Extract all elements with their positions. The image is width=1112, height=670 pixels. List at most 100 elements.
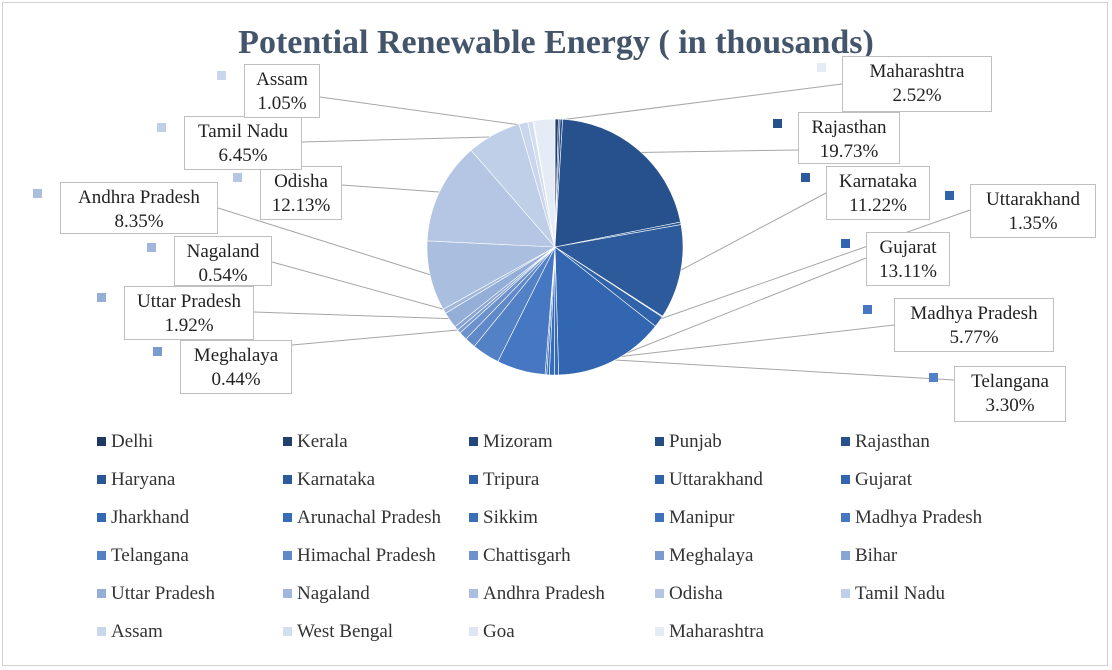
- legend-item: Assam: [97, 620, 163, 644]
- data-label-percent: 12.13%: [271, 195, 331, 216]
- legend-swatch-icon: [469, 475, 478, 484]
- data-label-assam: Assam 1.05%: [217, 64, 320, 118]
- legend-label: Uttarakhand: [669, 469, 763, 490]
- legend-item: Maharashtra: [655, 620, 764, 644]
- legend-item: Rajasthan: [841, 430, 930, 454]
- data-label-percent: 0.44%: [211, 369, 261, 390]
- legend-label: Haryana: [111, 469, 176, 490]
- data-label-gujarat: Gujarat 13.11%: [841, 232, 950, 286]
- data-label-percent: 5.77%: [949, 327, 999, 348]
- data-label-percent: 2.52%: [892, 85, 942, 106]
- legend-label: Punjab: [669, 431, 722, 452]
- legend-item: Uttar Pradesh: [97, 582, 215, 606]
- data-label-percent: 8.35%: [114, 211, 164, 232]
- legend-key-icon: [157, 123, 166, 132]
- data-label-category: Andhra Pradesh: [78, 187, 200, 208]
- legend-label: Meghalaya: [669, 545, 754, 566]
- legend-label: Maharashtra: [669, 621, 764, 642]
- legend-item: Mizoram: [469, 430, 553, 454]
- legend-item: Meghalaya: [655, 544, 753, 568]
- data-label-maharashtra: Maharashtra 2.52%: [817, 56, 992, 112]
- legend-item: Punjab: [655, 430, 722, 454]
- legend-swatch-icon: [841, 589, 850, 598]
- legend-label: Madhya Pradesh: [855, 507, 983, 528]
- legend-item: Haryana: [97, 468, 175, 492]
- legend-item: Himachal Pradesh: [283, 544, 436, 568]
- data-label-category: Karnataka: [838, 171, 918, 192]
- pie-slices: [426, 118, 684, 376]
- legend-swatch-icon: [283, 437, 292, 446]
- data-label-percent: 1.92%: [164, 315, 214, 336]
- pie-slice-karnataka: [554, 224, 684, 317]
- data-label-percent: 0.54%: [198, 265, 248, 286]
- data-label-category: Uttarakhand: [986, 189, 1080, 210]
- data-label-rajasthan: Rajasthan 19.73%: [773, 112, 900, 164]
- legend-item: Chattisgarh: [469, 544, 571, 568]
- legend-item: Bihar: [841, 544, 897, 568]
- legend-item: Nagaland: [283, 582, 370, 606]
- legend-swatch-icon: [97, 513, 106, 522]
- legend-key-icon: [945, 191, 954, 200]
- legend-item: Goa: [469, 620, 515, 644]
- data-label-category: Madhya Pradesh: [910, 303, 1038, 324]
- leader-line: [217, 207, 434, 277]
- legend-label: Himachal Pradesh: [297, 545, 436, 566]
- legend-key-icon: [841, 239, 850, 248]
- data-label-andhra-pradesh: Andhra Pradesh 8.35%: [33, 182, 218, 234]
- legend-swatch-icon: [97, 475, 106, 484]
- legend-label: Telangana: [111, 545, 189, 566]
- legend-label: Sikkim: [483, 507, 538, 528]
- legend-swatch-icon: [655, 475, 664, 484]
- chart-title: Potential Renewable Energy ( in thousand…: [238, 24, 874, 61]
- legend-item: Gujarat: [841, 468, 912, 492]
- leader-line: [319, 96, 525, 126]
- legend-item: West Bengal: [283, 620, 393, 644]
- legend-item: Madhya Pradesh: [841, 506, 982, 530]
- pie-slice-maharashtra: [533, 118, 556, 248]
- leader-line: [271, 261, 447, 311]
- legend-swatch-icon: [655, 551, 664, 560]
- pie-slice-odisha: [426, 149, 556, 248]
- legend-swatch-icon: [469, 589, 478, 598]
- legend-item: Telangana: [97, 544, 189, 568]
- data-label-uttar-pradesh: Uttar Pradesh 1.92%: [97, 286, 254, 340]
- data-label-percent: 19.73%: [819, 141, 879, 162]
- data-label-category: Telangana: [971, 371, 1049, 392]
- legend-swatch-icon: [469, 513, 478, 522]
- legend-label: Gujarat: [855, 469, 912, 490]
- legend-label: Tripura: [483, 469, 540, 490]
- legend-item: Arunachal Pradesh: [283, 506, 441, 530]
- legend-key-icon: [217, 71, 226, 80]
- data-label-madhya-pradesh: Madhya Pradesh 5.77%: [863, 298, 1054, 352]
- legend-swatch-icon: [97, 551, 106, 560]
- leader-line: [637, 149, 799, 153]
- data-label-category: Meghalaya: [193, 345, 279, 366]
- leader-line: [544, 83, 843, 123]
- legend-label: Andhra Pradesh: [483, 583, 605, 604]
- legend-swatch-icon: [283, 627, 292, 636]
- legend-swatch-icon: [655, 437, 664, 446]
- legend-swatch-icon: [283, 589, 292, 598]
- legend-key-icon: [233, 173, 242, 182]
- data-label-odisha: Odisha 12.13%: [233, 166, 342, 220]
- leader-line: [677, 192, 827, 273]
- legend-swatch-icon: [841, 551, 850, 560]
- leader-line: [291, 329, 461, 346]
- data-label-tamil-nadu: Tamil Nadu 6.45%: [157, 116, 302, 170]
- legend-swatch-icon: [469, 437, 478, 446]
- pie-slice-gujarat: [554, 246, 656, 376]
- legend-swatch-icon: [283, 513, 292, 522]
- legend-item: Andhra Pradesh: [469, 582, 605, 606]
- legend-key-icon: [147, 243, 156, 252]
- legend-item: Kerala: [283, 430, 348, 454]
- legend-swatch-icon: [469, 627, 478, 636]
- data-label-percent: 3.30%: [985, 395, 1035, 416]
- legend-item: Tamil Nadu: [841, 582, 945, 606]
- legend-swatch-icon: [841, 437, 850, 446]
- data-label-percent: 11.22%: [849, 195, 907, 216]
- data-label-telangana: Telangana 3.30%: [929, 366, 1066, 422]
- legend-label: Mizoram: [483, 431, 553, 452]
- legend-label: Goa: [483, 621, 515, 642]
- legend-label: Nagaland: [297, 583, 370, 604]
- data-label-percent: 13.11%: [879, 261, 937, 282]
